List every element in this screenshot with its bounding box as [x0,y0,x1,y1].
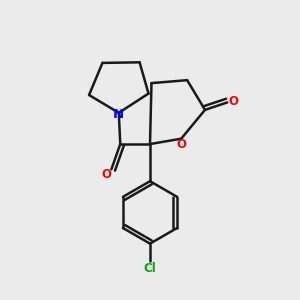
Text: O: O [101,168,111,181]
Text: O: O [229,95,239,108]
Text: N: N [113,107,124,121]
Text: O: O [177,138,187,151]
Text: Cl: Cl [144,262,156,275]
